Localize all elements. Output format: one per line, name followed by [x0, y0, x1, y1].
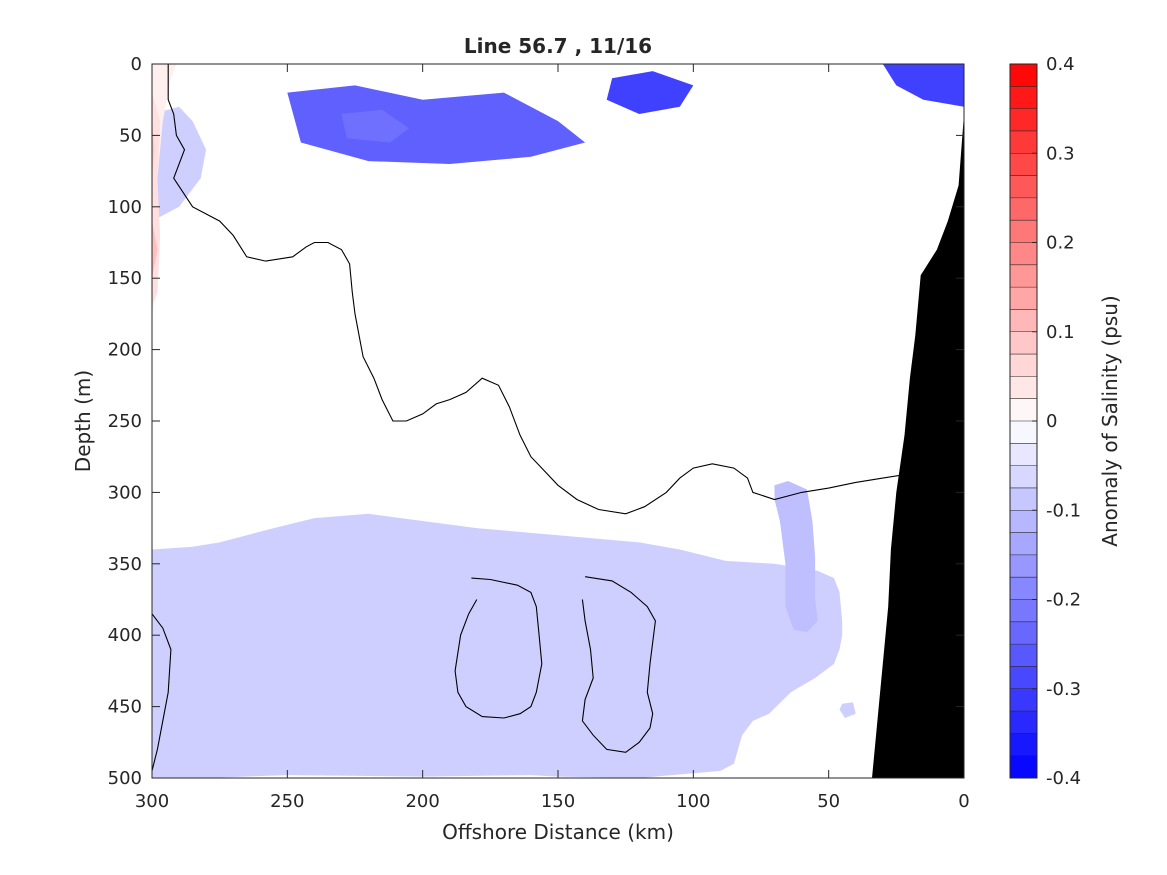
- colorbar-tick-label: 0.1: [1046, 322, 1075, 343]
- colorbar-cell: [1010, 153, 1037, 176]
- anomaly-fill-regions: [152, 64, 964, 778]
- y-tick-label: 100: [108, 197, 142, 218]
- zero-contour-3: [581, 576, 656, 753]
- colorbar-tick-labels: 0.4 0.3 0.2 0.1 0 -0.1 -0.2 -0.3 -0.4: [1046, 54, 1081, 789]
- colorbar-cell: [1010, 331, 1037, 355]
- anomaly-region-5: [774, 481, 818, 633]
- x-tick-label: 300: [135, 791, 169, 812]
- colorbar-cell: [1010, 354, 1037, 377]
- colorbar-cell: [1010, 108, 1037, 132]
- y-tick-label: 250: [108, 411, 142, 432]
- colorbar-label: Anomaly of Salinity (psu): [1098, 295, 1122, 546]
- colorbar-cell: [1010, 755, 1037, 779]
- colorbar-cell: [1010, 621, 1037, 645]
- y-tick-label: 500: [108, 768, 142, 789]
- colorbar-tick-label: -0.2: [1046, 590, 1081, 611]
- x-tick-labels: 300 250 200 150 100 50 0: [135, 791, 970, 812]
- zero-contour-2: [454, 577, 543, 719]
- colorbar-cell: [1010, 487, 1037, 511]
- colorbar-tick-label: 0.4: [1046, 54, 1075, 75]
- y-tick-label: 450: [108, 697, 142, 718]
- y-tick-label: 150: [108, 268, 142, 289]
- colorbar-cell: [1010, 130, 1037, 154]
- colorbar-cells: [1010, 63, 1037, 779]
- colorbar-tick-label: -0.1: [1046, 500, 1081, 521]
- y-tick-label: 0: [131, 54, 142, 75]
- colorbar-tick-label: 0: [1046, 411, 1057, 432]
- zero-contour-lines: [152, 64, 964, 772]
- colorbar-cell: [1010, 465, 1037, 489]
- colorbar-cell: [1010, 175, 1037, 199]
- colorbar-cell: [1010, 688, 1037, 712]
- anomaly-region-6: [839, 702, 856, 718]
- x-tick-label: 100: [676, 791, 710, 812]
- colorbar-cell: [1010, 220, 1037, 243]
- colorbar-cell: [1010, 376, 1037, 399]
- x-axis-label: Offshore Distance (km): [442, 820, 674, 844]
- zero-contour-1: [152, 613, 172, 772]
- colorbar-cell: [1010, 421, 1037, 444]
- colorbar-tick-label: -0.4: [1046, 768, 1081, 789]
- colorbar-tick-label: 0.2: [1046, 233, 1075, 254]
- x-tick-label: 0: [958, 791, 969, 812]
- anomaly-region-0: [287, 85, 586, 164]
- colorbar-cell: [1010, 532, 1037, 556]
- y-tick-labels: 0 50 100 150 200 250 300 350 400 450 500: [108, 54, 142, 789]
- colorbar-cell: [1010, 577, 1037, 600]
- colorbar-cell: [1010, 666, 1037, 690]
- colorbar-cell: [1010, 398, 1037, 422]
- zero-contour-0: [167, 64, 964, 515]
- anomaly-region-2: [606, 71, 694, 114]
- colorbar-cell: [1010, 309, 1037, 333]
- anomaly-region-11: [152, 221, 158, 279]
- plot-area: [151, 63, 965, 779]
- colorbar-cell: [1010, 242, 1037, 266]
- colorbar-tick-label: 0.3: [1046, 143, 1075, 164]
- y-tick-label: 50: [119, 125, 142, 146]
- colorbar: 0.4 0.3 0.2 0.1 0 -0.1 -0.2 -0.3 -0.4: [1009, 54, 1081, 789]
- colorbar-tick-label: -0.3: [1046, 679, 1081, 700]
- y-tick-label: 300: [108, 482, 142, 503]
- y-tick-label: 350: [108, 554, 142, 575]
- plot-frame: [151, 63, 965, 779]
- colorbar-cell: [1010, 554, 1037, 578]
- colorbar-cell: [1010, 287, 1037, 310]
- colorbar-frame: [1009, 63, 1038, 779]
- colorbar-cell: [1010, 510, 1037, 533]
- y-tick-label: 400: [108, 625, 142, 646]
- y-tick-label: 200: [108, 340, 142, 361]
- x-tick-label: 200: [405, 791, 439, 812]
- seafloor-land-mask: [872, 114, 964, 778]
- colorbar-cell: [1010, 86, 1037, 109]
- colorbar-cell: [1010, 733, 1037, 756]
- colorbar-cell: [1010, 599, 1037, 623]
- colorbar-cell: [1010, 711, 1037, 734]
- chart-title: Line 56.7 , 11/16: [464, 34, 652, 58]
- anomaly-region-1: [341, 109, 410, 143]
- colorbar-cell: [1010, 644, 1037, 667]
- anomaly-region-3: [882, 64, 964, 107]
- x-tick-label: 150: [541, 791, 575, 812]
- y-axis-label: Depth (m): [71, 370, 95, 472]
- anomaly-region-4: [152, 513, 843, 778]
- colorbar-cell: [1010, 264, 1037, 288]
- x-tick-label: 50: [817, 791, 840, 812]
- colorbar-cell: [1010, 443, 1037, 466]
- colorbar-cell: [1010, 197, 1037, 221]
- colorbar-cell: [1010, 64, 1037, 87]
- x-tick-label: 250: [270, 791, 304, 812]
